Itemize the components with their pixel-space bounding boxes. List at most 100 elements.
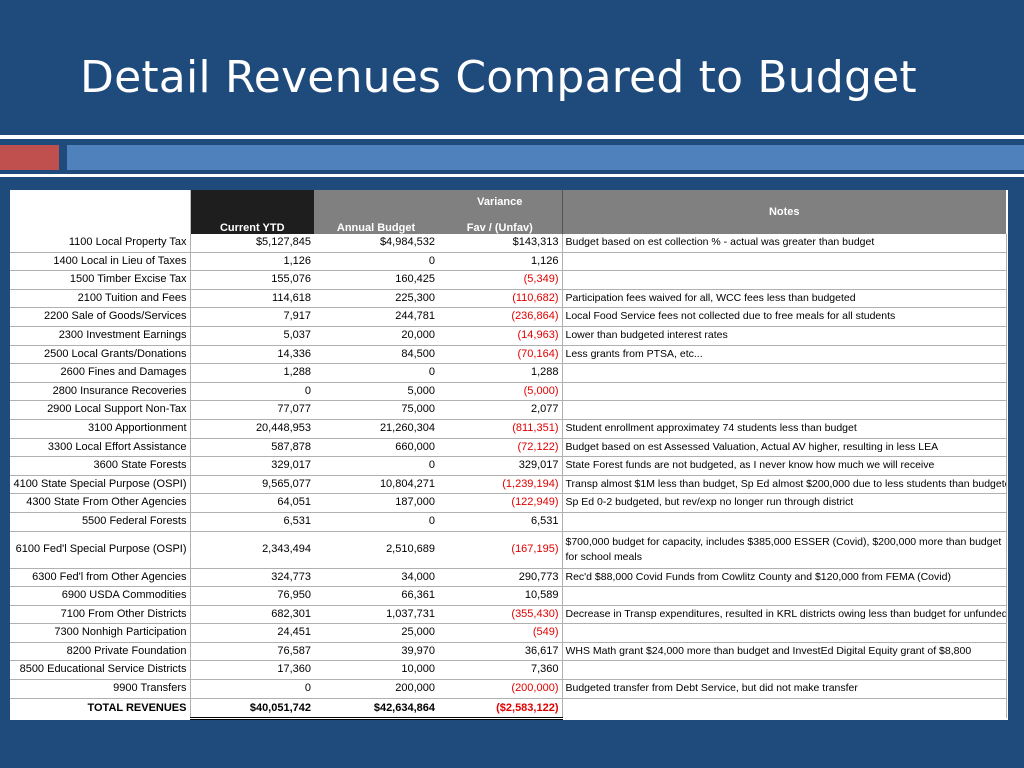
table-row: 2500 Local Grants/Donations 14,336 84,500(…: [10, 345, 1007, 365]
cell-current-ytd: 5,037: [190, 326, 314, 346]
table-row: 4300 State From Other Agencies 64,051 187,…: [10, 493, 1007, 513]
cell-annual-budget: 10,804,271: [314, 475, 438, 495]
cell-current-ytd: 2,343,494: [190, 531, 314, 569]
cell-current-ytd: 155,076: [190, 270, 314, 290]
cell-category: 6100 Fed'l Special Purpose (OSPI): [10, 531, 191, 569]
table-row: 1400 Local in Lieu of Taxes 1,126 0 1,126: [10, 252, 1007, 272]
cell-current-ytd: 324,773: [190, 568, 314, 588]
cell-notes: Local Food Service fees not collected du…: [561, 307, 1007, 327]
cell-current-ytd: 1,288: [190, 363, 314, 383]
cell-annual-budget: 244,781: [314, 307, 438, 327]
cell-category: 2300 Investment Earnings: [10, 326, 191, 346]
cell-variance: (167,195): [438, 531, 562, 569]
cell-notes: [561, 382, 1007, 402]
cell-current-ytd: 1,126: [190, 252, 314, 272]
table-row: 2600 Fines and Damages 1,288 0 1,288: [10, 363, 1007, 383]
cell-notes: State Forest funds are not budgeted, as …: [561, 456, 1007, 476]
cell-notes: Transp almost $1M less than budget, Sp E…: [561, 475, 1007, 495]
table-row: 7300 Nonhigh Participation 24,451 25,000 (5…: [10, 623, 1007, 643]
total-label: TOTAL REVENUES: [10, 698, 191, 719]
cell-variance: (14,963): [438, 326, 562, 346]
cell-category: 9900 Transfers: [10, 679, 191, 699]
table-row: 7100 From Other Districts 682,301 1,037,73…: [10, 605, 1007, 625]
cell-notes: [561, 400, 1007, 420]
cell-annual-budget: 84,500: [314, 345, 438, 365]
cell-current-ytd: $5,127,845: [190, 234, 314, 253]
cell-category: 1400 Local in Lieu of Taxes: [10, 252, 191, 272]
header-variance-sub: Fav / (Unfav): [438, 208, 562, 234]
cell-variance: (549): [438, 623, 562, 643]
cell-variance: 329,017: [438, 456, 562, 476]
cell-category: 6900 USDA Commodities: [10, 586, 191, 606]
cell-variance: $143,313: [438, 234, 562, 253]
cell-notes: Lower than budgeted interest rates: [561, 326, 1007, 346]
cell-variance: 10,589: [438, 586, 562, 606]
cell-variance: 7,360: [438, 660, 562, 681]
table-row: 3300 Local Effort Assistance 587,878 660,0…: [10, 438, 1007, 458]
cell-current-ytd: 0: [190, 679, 314, 699]
cell-annual-budget: $4,984,532: [314, 234, 438, 253]
cell-annual-budget: 66,361: [314, 586, 438, 606]
cell-notes: Participation fees waived for all, WCC f…: [561, 289, 1007, 309]
header-blank: [10, 190, 191, 234]
cell-notes: Student enrollment approximatey 74 stude…: [561, 419, 1007, 439]
cell-notes: [561, 586, 1007, 606]
cell-variance: (355,430): [438, 605, 562, 625]
cell-category: 4100 State Special Purpose (OSPI): [10, 475, 191, 495]
revenue-table: Current YTD Annual Budget Variance Notes…: [10, 190, 1007, 720]
cell-category: 3100 Apportionment: [10, 419, 191, 439]
cell-current-ytd: 6,531: [190, 512, 314, 532]
cell-category: 8500 Educational Service Districts: [10, 660, 191, 681]
cell-category: 2900 Local Support Non-Tax: [10, 400, 191, 420]
cell-variance: 1,288: [438, 363, 562, 383]
cell-annual-budget: 160,425: [314, 270, 438, 290]
cell-annual-budget: 1,037,731: [314, 605, 438, 625]
cell-annual-budget: 20,000: [314, 326, 438, 346]
header-variance: Variance: [438, 190, 562, 208]
cell-variance: (122,949): [438, 493, 562, 513]
table-row: 6300 Fed'l from Other Agencies 324,773 34,…: [10, 568, 1007, 588]
cell-annual-budget: 10,000: [314, 660, 438, 681]
cell-category: 1500 Timber Excise Tax: [10, 270, 191, 290]
cell-category: 3600 State Forests: [10, 456, 191, 476]
cell-variance: (70,164): [438, 345, 562, 365]
table-row: 4100 State Special Purpose (OSPI) 9,565,0…: [10, 475, 1007, 495]
table-row: 2200 Sale of Goods/Services 7,917 244,781(…: [10, 307, 1007, 327]
cell-variance: 6,531: [438, 512, 562, 532]
cell-variance: (5,000): [438, 382, 562, 402]
cell-category: 2600 Fines and Damages: [10, 363, 191, 383]
cell-current-ytd: 114,618: [190, 289, 314, 309]
total-annual-budget: $42,634,864: [314, 697, 438, 720]
table-body: 1100 Local Property Tax $5,127,845 $4,984,…: [10, 234, 1007, 720]
cell-category: 2200 Sale of Goods/Services: [10, 307, 191, 327]
cell-notes: Sp Ed 0-2 budgeted, but rev/exp no longe…: [561, 493, 1007, 513]
cell-category: 2500 Local Grants/Donations: [10, 345, 191, 365]
cell-category: 4300 State From Other Agencies: [10, 493, 191, 513]
cell-category: 5500 Federal Forests: [10, 512, 191, 532]
cell-variance: 36,617: [438, 642, 562, 662]
revenue-table-image: Current YTD Annual Budget Variance Notes…: [10, 190, 1008, 720]
cell-variance: (5,349): [438, 270, 562, 290]
cell-current-ytd: 77,077: [190, 400, 314, 420]
cell-annual-budget: 2,510,689: [314, 531, 438, 569]
total-variance: ($2,583,122): [438, 697, 562, 720]
slide-title: Detail Revenues Compared to Budget: [80, 52, 917, 103]
cell-current-ytd: 76,950: [190, 586, 314, 606]
cell-notes: Less grants from PTSA, etc...: [561, 345, 1007, 365]
cell-annual-budget: 200,000: [314, 679, 438, 699]
table-row: 9900 Transfers 0 200,000 (200,000) Budgeted …: [10, 679, 1007, 699]
cell-annual-budget: 0: [314, 363, 438, 383]
header-annual-budget: Annual Budget: [314, 190, 438, 234]
table-row: 6900 USDA Commodities 76,950 66,361 10,589: [10, 586, 1007, 606]
cell-category: 1100 Local Property Tax: [10, 234, 191, 253]
table-row: 6100 Fed'l Special Purpose (OSPI) 2,343,4…: [10, 531, 1007, 569]
cell-annual-budget: 21,260,304: [314, 419, 438, 439]
cell-notes: Rec'd $88,000 Covid Funds from Cowlitz C…: [561, 568, 1007, 588]
table-row: 2900 Local Support Non-Tax 77,077 75,000 2,…: [10, 400, 1007, 420]
cell-notes: [561, 660, 1007, 681]
table-row: 5500 Federal Forests 6,531 0 6,531: [10, 512, 1007, 532]
table-row: 2300 Investment Earnings 5,037 20,000 (14,9…: [10, 326, 1007, 346]
cell-current-ytd: 17,360: [190, 660, 314, 681]
cell-current-ytd: 7,917: [190, 307, 314, 327]
cell-current-ytd: 0: [190, 382, 314, 402]
